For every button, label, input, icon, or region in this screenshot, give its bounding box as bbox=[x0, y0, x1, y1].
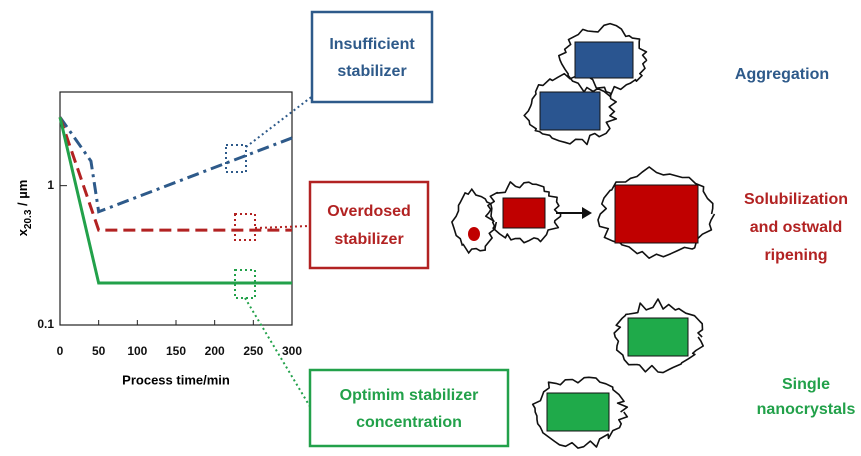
crystal bbox=[574, 41, 634, 79]
plot-frame bbox=[59, 91, 293, 326]
nanocrystal-illustrations bbox=[451, 22, 716, 449]
connector bbox=[244, 297, 313, 411]
box bbox=[308, 368, 510, 448]
x-tick-label: 250 bbox=[243, 344, 263, 358]
crystal bbox=[614, 184, 699, 244]
stabilizer-chain bbox=[523, 72, 618, 146]
y-tick-label: 0.1 bbox=[37, 317, 54, 331]
stabilizer-chain bbox=[531, 376, 629, 449]
connector bbox=[245, 94, 315, 148]
stabilizer-chain bbox=[451, 187, 498, 255]
crystal bbox=[546, 392, 610, 432]
box-text: Insufficient bbox=[329, 36, 415, 53]
box-text: Overdosed bbox=[327, 203, 411, 220]
outcome-text: and ostwald bbox=[750, 219, 842, 236]
x-tick-label: 300 bbox=[282, 344, 302, 358]
crystal bbox=[627, 317, 689, 357]
stabilizer-chain bbox=[597, 166, 716, 259]
box-text: concentration bbox=[356, 414, 462, 431]
stabilizer-chain bbox=[613, 298, 704, 374]
box bbox=[308, 180, 430, 270]
y-tick-label: 1 bbox=[47, 178, 54, 192]
dissolved-particle bbox=[468, 227, 480, 241]
x-tick-label: 0 bbox=[57, 344, 64, 358]
box-text: stabilizer bbox=[337, 63, 406, 80]
connector bbox=[254, 225, 311, 229]
box bbox=[310, 10, 434, 104]
stabilizer-chain bbox=[558, 22, 648, 98]
outcome-text: Solubilization bbox=[744, 191, 848, 208]
box-text: Optimim stabilizer bbox=[340, 387, 479, 404]
arrow-head bbox=[582, 207, 592, 219]
data-line bbox=[58, 116, 292, 232]
data-line bbox=[58, 116, 293, 214]
outcome-text: Aggregation bbox=[735, 66, 829, 83]
marker-box bbox=[234, 213, 256, 241]
x-axis-label: Process time/min bbox=[122, 372, 230, 387]
x-tick-label: 200 bbox=[205, 344, 225, 358]
stabilizer-chain bbox=[485, 181, 562, 244]
crystal bbox=[502, 197, 546, 229]
data-line bbox=[58, 116, 292, 285]
x-tick-label: 100 bbox=[127, 344, 147, 358]
connectors bbox=[225, 94, 315, 411]
outcome-text: Single bbox=[782, 376, 830, 393]
marker-box bbox=[225, 144, 247, 173]
y-axis-label: x20.3 / µm bbox=[15, 180, 33, 237]
crystal bbox=[539, 91, 601, 131]
x-tick-label: 150 bbox=[166, 344, 186, 358]
box-text: stabilizer bbox=[334, 231, 403, 248]
outcome-text: ripening bbox=[764, 247, 827, 264]
outcome-text: nanocrystals bbox=[757, 401, 856, 418]
x-tick-label: 50 bbox=[92, 344, 106, 358]
